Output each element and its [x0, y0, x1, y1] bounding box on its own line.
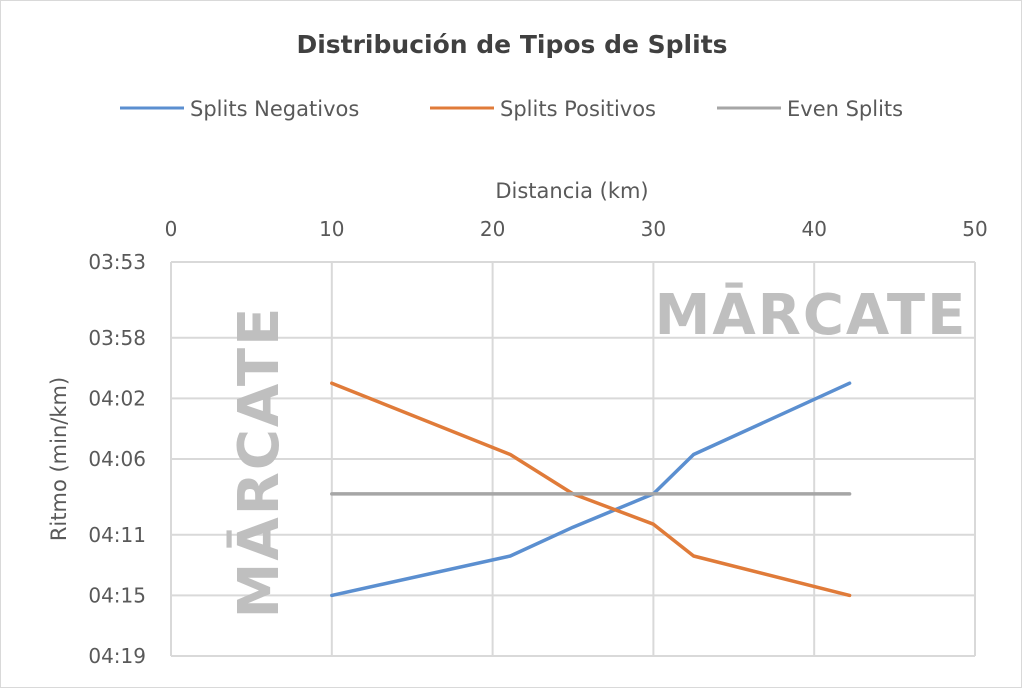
series-lines — [330, 381, 852, 598]
x-axis-title: Distancia (km) — [495, 179, 648, 203]
legend-label-even: Even Splits — [787, 97, 903, 121]
x-tick-label: 40 — [801, 217, 826, 241]
watermark-vertical: MĀRCATE — [227, 306, 292, 619]
x-tick-label: 10 — [319, 217, 344, 241]
grid — [170, 261, 976, 657]
legend-label-negativos: Splits Negativos — [190, 97, 359, 121]
watermark-horizontal: MĀRCATE — [655, 283, 968, 348]
x-tick-label: 30 — [641, 217, 666, 241]
y-tick-label: 03:58 — [88, 326, 146, 350]
y-tick-label: 04:02 — [88, 386, 146, 410]
chart-title: Distribución de Tipos de Splits — [296, 30, 727, 59]
y-tick-label: 04:19 — [88, 644, 146, 668]
y-tick-label: 04:11 — [88, 523, 146, 547]
y-axis-title: Ritmo (min/km) — [47, 377, 71, 541]
y-tick-label: 04:06 — [88, 447, 146, 471]
y-tick-labels: 03:53 03:58 04:02 04:06 04:11 04:15 04:19 — [88, 250, 146, 668]
legend: Splits Negativos Splits Positivos Even S… — [120, 97, 903, 121]
x-tick-labels: 0 10 20 30 40 50 — [165, 217, 988, 241]
x-tick-label: 50 — [962, 217, 987, 241]
series-line-positivos — [330, 381, 852, 598]
y-tick-label: 03:53 — [88, 250, 146, 274]
x-tick-label: 20 — [480, 217, 505, 241]
y-tick-label: 04:15 — [88, 583, 146, 607]
legend-label-positivos: Splits Positivos — [500, 97, 656, 121]
x-tick-label: 0 — [165, 217, 178, 241]
